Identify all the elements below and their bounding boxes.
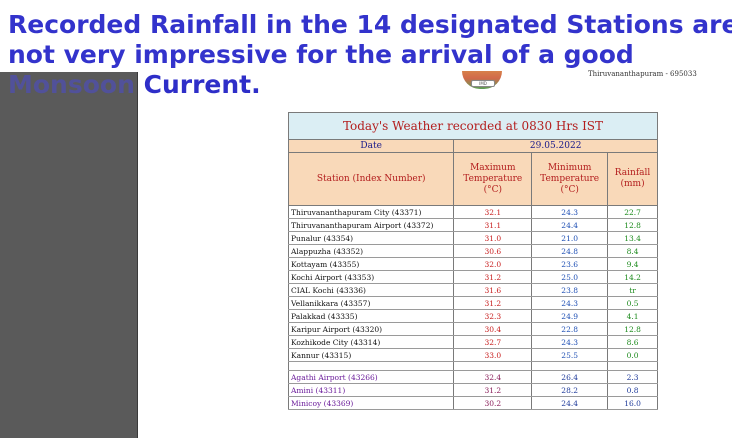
headline-faded-word: Monsoon (8, 70, 135, 99)
max-temp-cell: 32.3 (453, 309, 533, 323)
table-row: Karipur Airport (43320) 30.4 22.8 12.8 (287, 322, 658, 336)
max-temp-cell: 31.2 (453, 383, 533, 397)
rainfall-cell: 22.7 (607, 205, 658, 219)
headline-line-3: Monsoon Current. (8, 70, 732, 100)
rainfall-cell: 8.6 (607, 335, 658, 349)
headline-line-1: Recorded Rainfall in the 14 designated S… (8, 10, 732, 39)
min-temp-cell: 26.4 (531, 370, 609, 384)
headline-caption: Recorded Rainfall in the 14 designated S… (8, 10, 732, 100)
station-cell: Kannur (43315) (287, 348, 455, 362)
column-header-max-temp: Maximum Temperature (°C) (453, 152, 533, 206)
min-temp-cell: 21.0 (531, 231, 609, 245)
min-temp-cell: 24.3 (531, 296, 609, 310)
min-temp-cell: 25.0 (531, 270, 609, 284)
max-temp-cell: 31.1 (453, 218, 533, 232)
max-temp-cell: 31.0 (453, 231, 533, 245)
table-row: Minicoy (43369) 30.2 24.4 16.0 (287, 396, 658, 410)
station-cell: Alappuzha (43352) (287, 244, 455, 258)
rainfall-cell: 12.8 (607, 322, 658, 336)
min-temp-cell: 28.2 (531, 383, 609, 397)
rainfall-cell: 8.4 (607, 244, 658, 258)
max-temp-cell: 31.2 (453, 296, 533, 310)
rainfall-cell: 13.4 (607, 231, 658, 245)
emblem-logo-text: IMD (471, 80, 495, 87)
rainfall-cell: tr (607, 283, 658, 297)
table-row: Agathi Airport (43266) 32.4 26.4 2.3 (287, 370, 658, 384)
rainfall-cell: 16.0 (607, 396, 658, 410)
table-row: Kozhikode City (43314) 32.7 24.3 8.6 (287, 335, 658, 349)
min-temp-cell: 24.3 (531, 205, 609, 219)
min-temp-cell: 24.8 (531, 244, 609, 258)
office-address: Thiruvananthapuram - 695033 (588, 70, 697, 78)
table-title: Today's Weather recorded at 0830 Hrs IST (288, 112, 658, 140)
max-temp-cell: 31.2 (453, 270, 533, 284)
station-cell: Amini (43311) (287, 383, 455, 397)
max-temp-cell: 30.4 (453, 322, 533, 336)
rainfall-cell: 0.0 (607, 348, 658, 362)
column-header-min-temp: Minimum Temperature (°C) (531, 152, 609, 206)
station-cell: Minicoy (43369) (287, 396, 455, 410)
table-row: Palakkad (43335) 32.3 24.9 4.1 (287, 309, 658, 323)
station-cell: Karipur Airport (43320) (287, 322, 455, 336)
column-header-station: Station (Index Number) (287, 152, 455, 206)
rainfall-cell: 12.8 (607, 218, 658, 232)
max-temp-cell: 33.0 (453, 348, 533, 362)
table-spacer-row (287, 361, 658, 371)
station-cell: Vellanikkara (43357) (287, 296, 455, 310)
rainfall-cell: 9.4 (607, 257, 658, 271)
table-row: Kochi Airport (43353) 31.2 25.0 14.2 (287, 270, 658, 284)
table-row: Thiruvananthapuram City (43371) 32.1 24.3 2… (287, 205, 658, 219)
table-row: Alappuzha (43352) 30.6 24.8 8.4 (287, 244, 658, 258)
date-label: Date (287, 139, 455, 153)
rainfall-cell: 4.1 (607, 309, 658, 323)
table-row: CIAL Kochi (43336) 31.6 23.8 tr (287, 283, 658, 297)
max-temp-cell: 32.1 (453, 205, 533, 219)
min-temp-cell: 23.6 (531, 257, 609, 271)
table-row: Punalur (43354) 31.0 21.0 13.4 (287, 231, 658, 245)
headline-line-3-rest: Current. (134, 70, 261, 99)
max-temp-cell: 30.2 (453, 396, 533, 410)
max-temp-cell: 30.6 (453, 244, 533, 258)
min-temp-cell: 25.5 (531, 348, 609, 362)
side-panel (0, 72, 137, 438)
rainfall-cell: 0.8 (607, 383, 658, 397)
min-temp-cell: 23.8 (531, 283, 609, 297)
rainfall-cell: 2.3 (607, 370, 658, 384)
max-temp-cell: 32.0 (453, 257, 533, 271)
table-row: Kannur (43315) 33.0 25.5 0.0 (287, 348, 658, 362)
min-temp-cell: 24.4 (531, 396, 609, 410)
station-cell: Thiruvananthapuram City (43371) (287, 205, 455, 219)
headline-line-2: not very impressive for the arrival of a… (8, 40, 634, 69)
table-row: Vellanikkara (43357) 31.2 24.3 0.5 (287, 296, 658, 310)
rainfall-cell: 0.5 (607, 296, 658, 310)
rainfall-cell: 14.2 (607, 270, 658, 284)
station-cell: Punalur (43354) (287, 231, 455, 245)
column-header-rainfall: Rainfall (mm) (607, 152, 658, 206)
station-cell: Agathi Airport (43266) (287, 370, 455, 384)
weather-table: Today's Weather recorded at 0830 Hrs IST… (287, 112, 658, 410)
table-row: Kottayam (43355) 32.0 23.6 9.4 (287, 257, 658, 271)
station-cell: Kottayam (43355) (287, 257, 455, 271)
min-temp-cell: 24.3 (531, 335, 609, 349)
min-temp-cell: 24.9 (531, 309, 609, 323)
table-row: Thiruvananthapuram Airport (43372) 31.1 24… (287, 218, 658, 232)
station-cell: Kozhikode City (43314) (287, 335, 455, 349)
min-temp-cell: 24.4 (531, 218, 609, 232)
max-temp-cell: 32.4 (453, 370, 533, 384)
table-row: Amini (43311) 31.2 28.2 0.8 (287, 383, 658, 397)
max-temp-cell: 32.7 (453, 335, 533, 349)
date-value: 29.05.2022 (453, 139, 658, 153)
max-temp-cell: 31.6 (453, 283, 533, 297)
min-temp-cell: 22.8 (531, 322, 609, 336)
station-cell: Kochi Airport (43353) (287, 270, 455, 284)
station-cell: CIAL Kochi (43336) (287, 283, 455, 297)
station-cell: Palakkad (43335) (287, 309, 455, 323)
station-cell: Thiruvananthapuram Airport (43372) (287, 218, 455, 232)
